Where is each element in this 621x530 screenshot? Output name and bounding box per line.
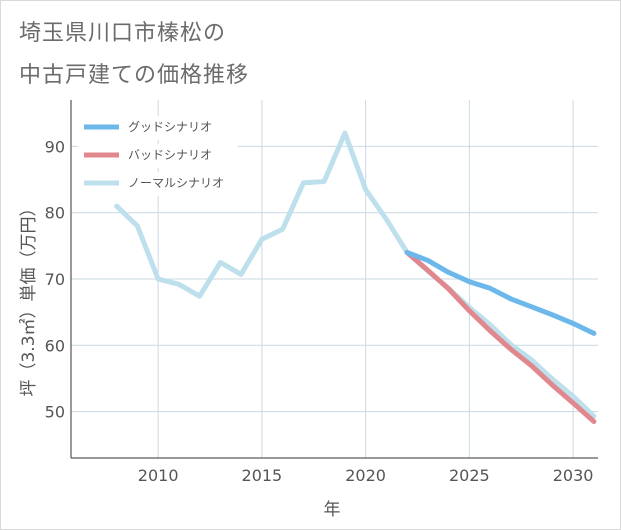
y-tick-label: 50: [45, 403, 65, 422]
x-tick-label: 2010: [138, 466, 179, 485]
chart-title-line-2: 中古戸建ての価格推移: [19, 63, 250, 88]
series-line-bad: [404, 250, 597, 424]
axes: 50 60 70 80 90 2010 2015 2020 2025 2030: [45, 100, 598, 485]
legend-label-bad: バッドシナリオ: [128, 148, 212, 162]
y-tick-label: 90: [45, 137, 65, 156]
legend-label-normal: ノーマルシナリオ: [128, 176, 224, 190]
series-lines: [114, 130, 597, 424]
legend-label-good: グッドシナリオ: [128, 120, 212, 134]
y-axis-label: 坪（3.3㎡）単価（万円）: [19, 199, 39, 396]
x-tick-label: 2030: [553, 466, 594, 485]
x-tick-label: 2025: [449, 466, 490, 485]
series-line-normal: [114, 130, 597, 419]
y-tick-label: 60: [45, 336, 65, 355]
chart-title-line-1: 埼玉県川口市榛松の: [19, 21, 227, 46]
series-line-good: [404, 250, 597, 336]
x-tick-label: 2015: [242, 466, 283, 485]
y-tick-label: 70: [45, 270, 65, 289]
x-axis-label: 年: [324, 500, 341, 520]
x-tick-label: 2020: [345, 466, 386, 485]
y-tick-label: 80: [45, 204, 65, 223]
